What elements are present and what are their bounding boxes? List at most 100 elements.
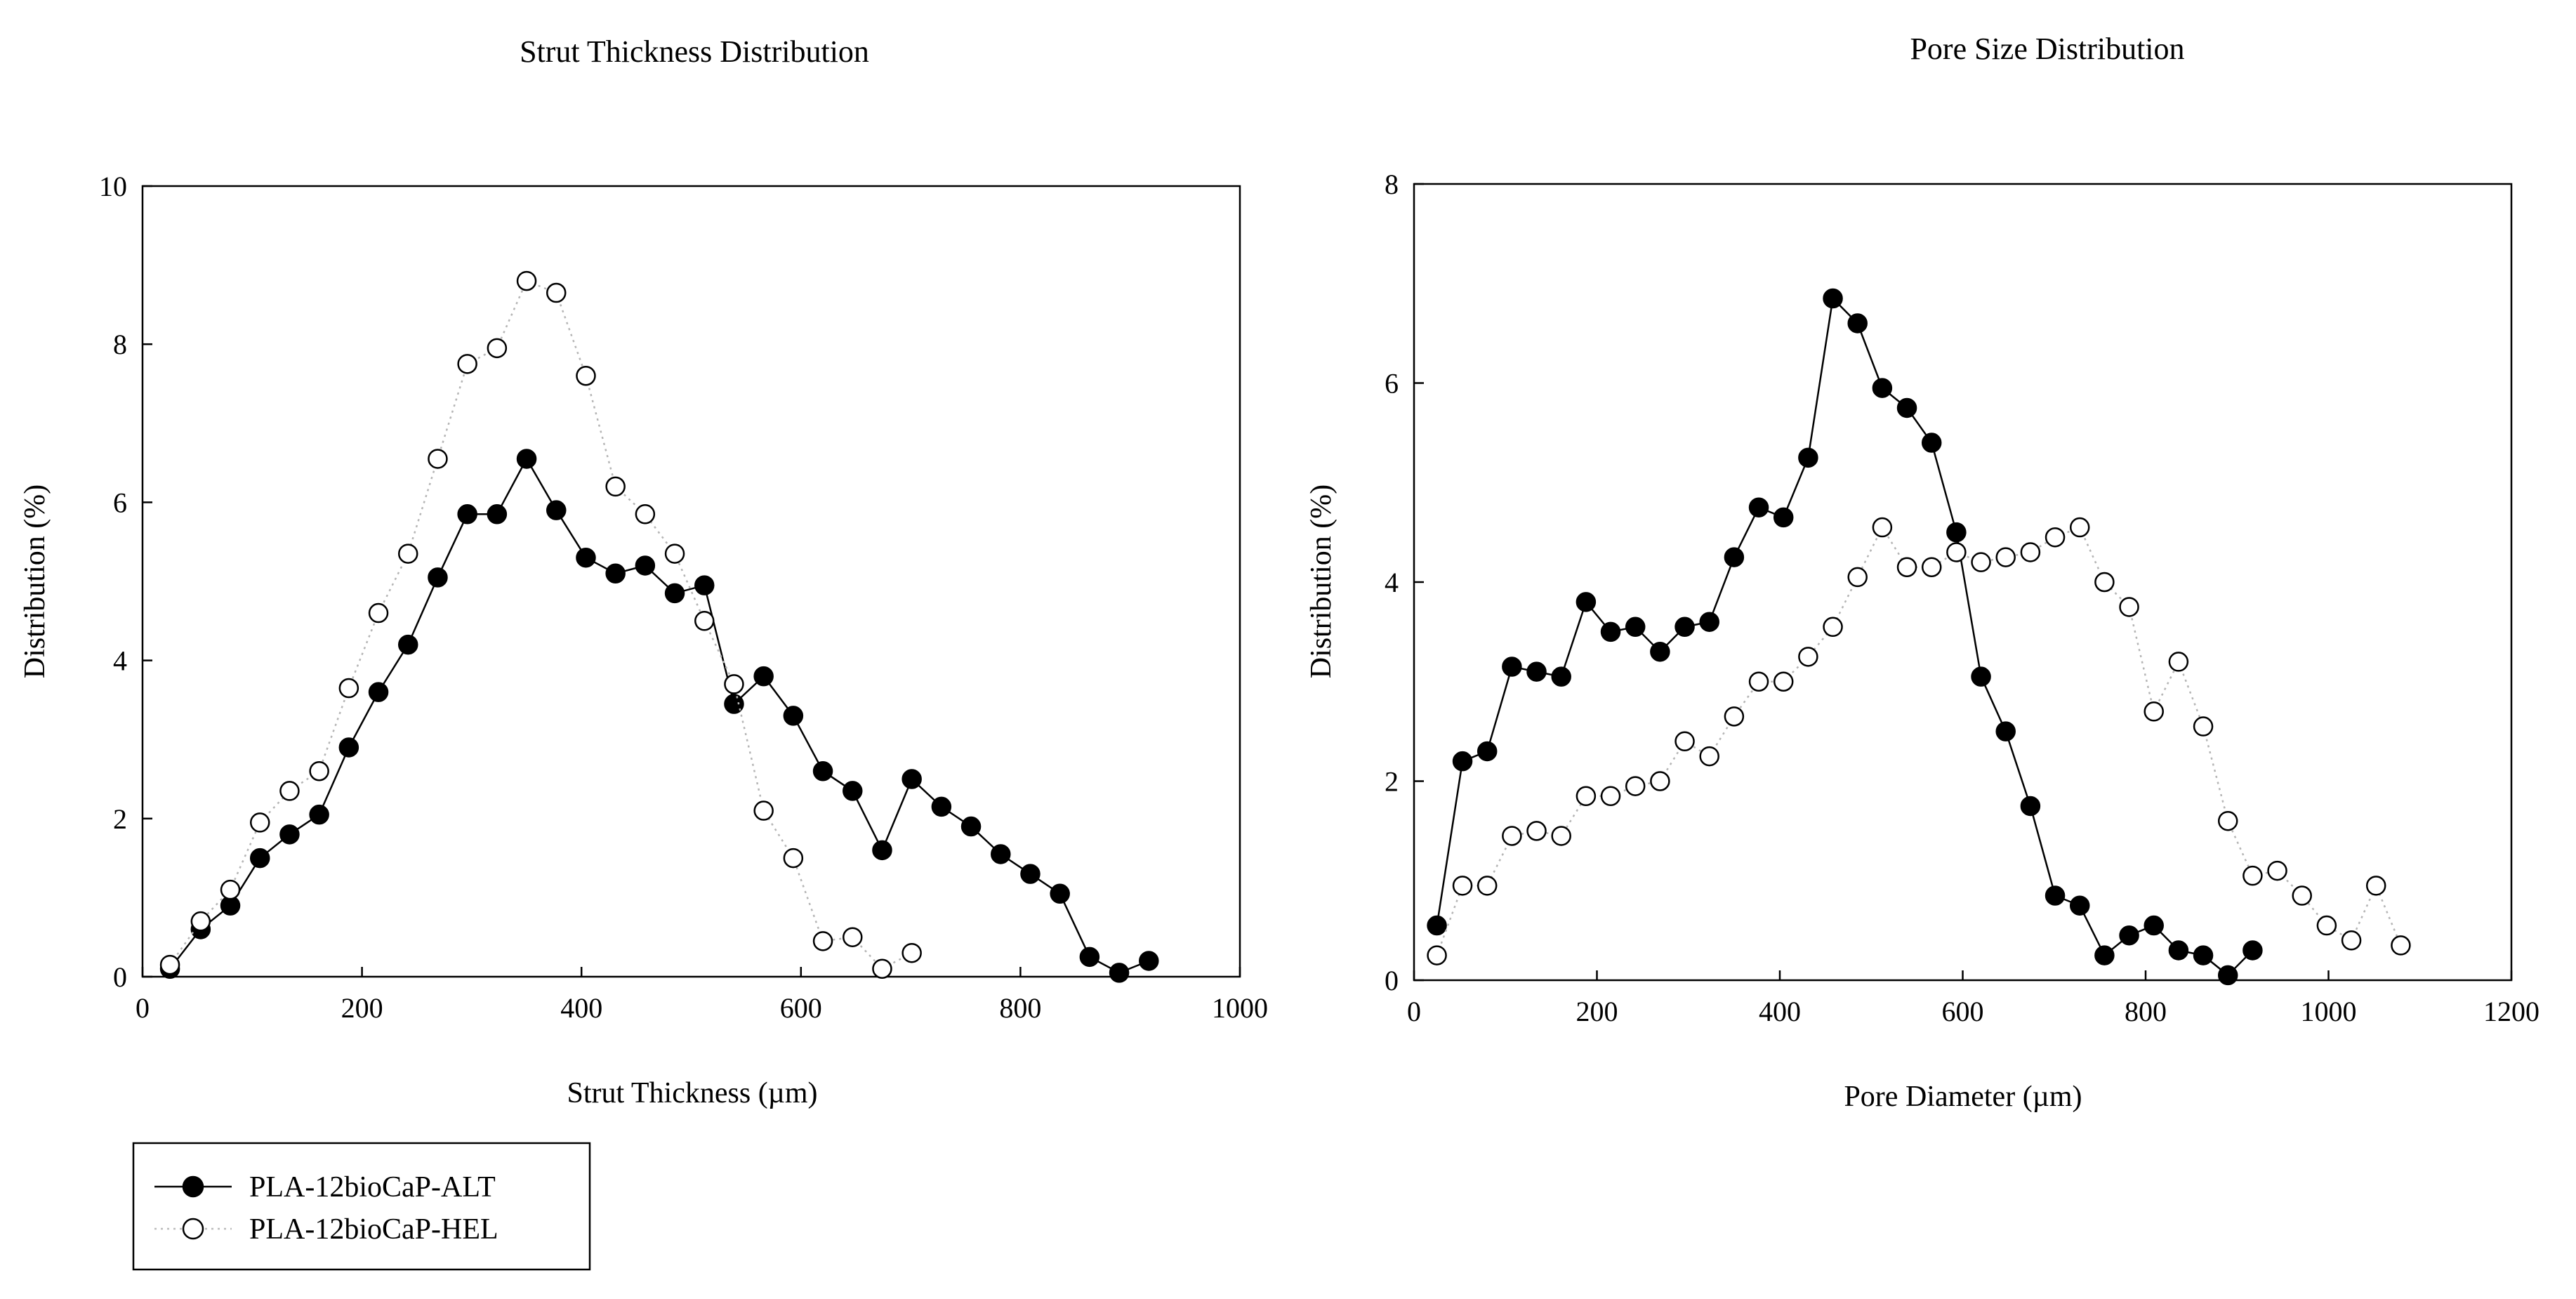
strut-x-axis-title: Strut Thickness (µm) bbox=[567, 1077, 817, 1109]
strut-point-alt-28 bbox=[991, 844, 1011, 864]
strut-point-hel-15 bbox=[605, 476, 626, 497]
pore-point-alt-9 bbox=[1650, 641, 1670, 662]
pore-point-hel-14 bbox=[1773, 671, 1794, 692]
strut-point-alt-12 bbox=[516, 449, 537, 469]
strut-point-alt-23 bbox=[843, 781, 863, 801]
pore-point-hel-33 bbox=[2243, 865, 2263, 886]
pore-point-hel-15 bbox=[1798, 647, 1818, 667]
pore-point-hel-0 bbox=[1427, 945, 1447, 965]
pore-point-hel-13 bbox=[1748, 671, 1769, 692]
strut-y-tick-label-0: 0 bbox=[113, 961, 127, 993]
pore-point-hel-10 bbox=[1675, 731, 1695, 752]
pore-point-hel-1 bbox=[1452, 876, 1473, 896]
strut-point-alt-18 bbox=[694, 575, 715, 595]
pore-size-chart: Pore Size Distribution 0 200 400 600 800 1000… bbox=[1305, 32, 2539, 1113]
pore-point-alt-1 bbox=[1452, 751, 1473, 772]
strut-y-tick-label-5: 10 bbox=[99, 171, 127, 202]
strut-point-alt-13 bbox=[546, 500, 567, 520]
pore-point-hel-7 bbox=[1600, 786, 1621, 807]
strut-point-hel-8 bbox=[397, 543, 418, 564]
legend-item-alt: PLA-12bioCaP-ALT bbox=[154, 1171, 496, 1204]
pore-point-hel-35 bbox=[2292, 885, 2312, 906]
strut-point-alt-8 bbox=[397, 634, 418, 655]
strut-point-alt-30 bbox=[1050, 883, 1070, 904]
pore-point-hel-39 bbox=[2391, 935, 2411, 956]
strut-x-tick-label-4: 800 bbox=[999, 992, 1041, 1024]
pore-x-tick-label-6: 1200 bbox=[2483, 996, 2539, 1027]
pore-point-hel-17 bbox=[1847, 567, 1868, 588]
strut-y-tick-label-2: 4 bbox=[113, 645, 127, 677]
strut-thickness-chart: Strut Thickness Distribution 0 200 400 600 8… bbox=[19, 34, 1268, 1109]
pore-point-hel-32 bbox=[2217, 810, 2238, 831]
pore-point-alt-26 bbox=[2069, 895, 2090, 916]
strut-series-line-hel bbox=[169, 279, 913, 970]
pore-point-alt-19 bbox=[1896, 397, 1917, 418]
pore-point-alt-25 bbox=[2045, 885, 2066, 906]
strut-point-hel-9 bbox=[428, 449, 448, 469]
pore-point-alt-8 bbox=[1625, 616, 1646, 638]
pore-point-hel-22 bbox=[1971, 552, 1991, 572]
legend-marker-hel bbox=[182, 1218, 204, 1240]
pore-point-hel-5 bbox=[1551, 826, 1571, 846]
pore-point-alt-21 bbox=[1946, 522, 1967, 543]
strut-y-tick-label-1: 2 bbox=[113, 803, 127, 835]
pore-point-alt-27 bbox=[2094, 945, 2115, 965]
strut-point-hel-24 bbox=[872, 958, 892, 979]
pore-x-tick-label-3: 600 bbox=[1942, 996, 1984, 1027]
pore-point-hel-4 bbox=[1526, 821, 1547, 841]
strut-point-hel-5 bbox=[309, 760, 329, 782]
strut-point-hel-22 bbox=[812, 931, 833, 951]
pore-point-alt-3 bbox=[1502, 657, 1522, 677]
strut-point-hel-13 bbox=[546, 282, 567, 303]
pore-point-hel-26 bbox=[2069, 517, 2090, 538]
strut-y-tick-label-3: 6 bbox=[113, 487, 127, 518]
pore-point-alt-2 bbox=[1477, 741, 1498, 762]
pore-point-alt-20 bbox=[1921, 433, 1942, 453]
pore-point-alt-16 bbox=[1823, 288, 1843, 309]
pore-point-alt-30 bbox=[2168, 940, 2189, 961]
pore-x-tick-label-2: 400 bbox=[1759, 996, 1801, 1027]
strut-point-alt-32 bbox=[1109, 963, 1130, 983]
strut-point-alt-26 bbox=[931, 796, 952, 817]
pore-point-alt-12 bbox=[1724, 547, 1745, 567]
strut-point-alt-4 bbox=[279, 824, 300, 845]
pore-point-hel-23 bbox=[1995, 547, 2016, 567]
pore-point-alt-6 bbox=[1576, 592, 1597, 612]
strut-x-tick-label-2: 400 bbox=[560, 992, 602, 1024]
pore-point-hel-34 bbox=[2267, 860, 2287, 881]
pore-point-hel-16 bbox=[1823, 616, 1843, 638]
strut-point-alt-7 bbox=[368, 682, 389, 702]
pore-point-alt-33 bbox=[2243, 940, 2263, 961]
pore-point-hel-18 bbox=[1872, 517, 1893, 538]
pore-point-hel-27 bbox=[2094, 572, 2115, 593]
pore-plot-frame bbox=[1413, 183, 2513, 982]
strut-point-alt-20 bbox=[753, 666, 774, 687]
strut-point-alt-22 bbox=[812, 760, 833, 782]
pore-point-hel-21 bbox=[1946, 542, 1967, 562]
pore-point-alt-14 bbox=[1773, 507, 1794, 528]
strut-point-hel-2 bbox=[220, 879, 241, 900]
pore-y-tick-label-2: 4 bbox=[1385, 567, 1399, 598]
strut-point-hel-4 bbox=[279, 781, 300, 801]
pore-y-tick-label-3: 6 bbox=[1385, 368, 1399, 400]
strut-point-hel-14 bbox=[576, 365, 596, 386]
strut-point-alt-31 bbox=[1079, 947, 1100, 968]
strut-point-alt-19 bbox=[724, 694, 744, 714]
pore-point-alt-18 bbox=[1872, 378, 1893, 398]
pore-x-tick-label-1: 200 bbox=[1576, 996, 1618, 1027]
strut-point-hel-21 bbox=[783, 848, 804, 869]
strut-point-alt-10 bbox=[457, 504, 477, 525]
pore-point-hel-19 bbox=[1896, 557, 1917, 577]
pore-point-hel-11 bbox=[1699, 746, 1719, 767]
strut-point-alt-11 bbox=[487, 504, 508, 525]
pore-point-alt-10 bbox=[1675, 616, 1695, 638]
pore-point-hel-30 bbox=[2168, 652, 2189, 672]
strut-point-alt-33 bbox=[1139, 951, 1159, 971]
pore-point-hel-29 bbox=[2144, 701, 2164, 722]
pore-point-alt-23 bbox=[1995, 721, 2016, 741]
pore-point-hel-37 bbox=[2341, 930, 2362, 951]
strut-series-line-alt bbox=[169, 456, 1149, 974]
strut-point-alt-25 bbox=[901, 769, 922, 789]
strut-point-hel-19 bbox=[724, 674, 744, 694]
pore-point-hel-12 bbox=[1724, 706, 1745, 727]
